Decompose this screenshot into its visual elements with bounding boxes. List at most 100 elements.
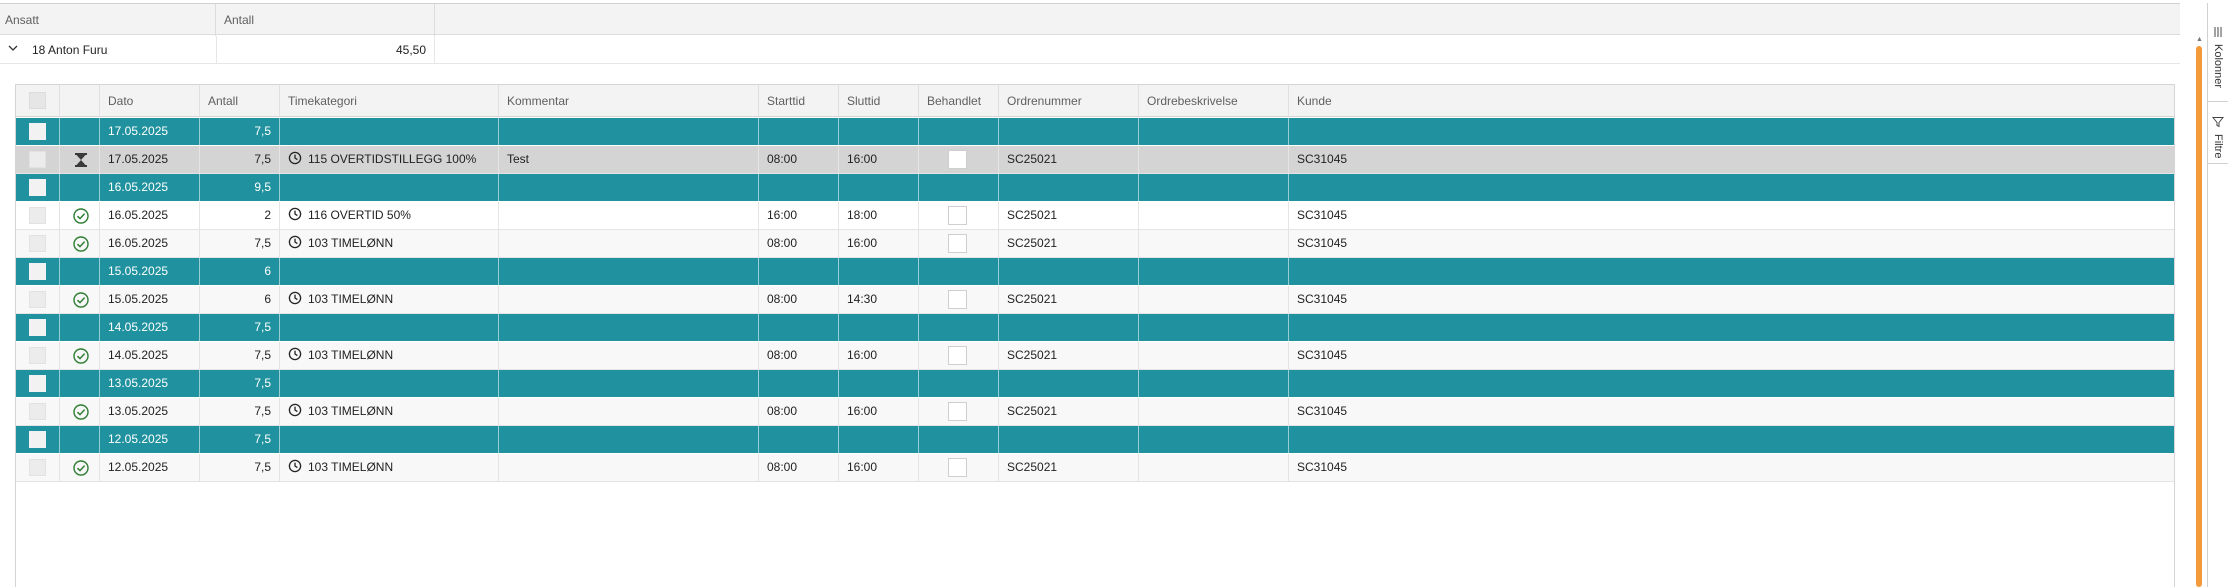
dato-cell: 12.05.2025 <box>100 426 200 453</box>
row-checkbox[interactable] <box>29 375 46 392</box>
timekategori-cell: 103 TIMELØNN <box>280 398 499 425</box>
dato-cell: 17.05.2025 <box>100 146 200 173</box>
dato-cell: 12.05.2025 <box>100 454 200 481</box>
column-header-antall[interactable]: Antall <box>200 85 280 117</box>
row-checkbox[interactable] <box>29 263 46 280</box>
row-select-cell[interactable] <box>16 146 60 173</box>
date-group-row[interactable]: 16.05.2025 9,5 <box>16 174 2174 202</box>
row-select-cell[interactable] <box>16 286 60 313</box>
row-checkbox[interactable] <box>29 431 46 448</box>
row-checkbox[interactable] <box>29 347 46 364</box>
table-row[interactable]: 15.05.2025 6 103 TIMELØNN 08:00 14:30 SC25021… <box>16 286 2174 314</box>
row-select-cell[interactable] <box>16 370 60 397</box>
date-group-row[interactable]: 17.05.2025 7,5 <box>16 118 2174 146</box>
table-row[interactable]: 16.05.2025 7,5 103 TIMELØNN 08:00 16:00 SC250… <box>16 230 2174 258</box>
behandlet-cell[interactable] <box>919 342 999 369</box>
table-row[interactable]: 17.05.2025 7,5 115 OVERTIDSTILLEGG 100% Tes… <box>16 146 2174 174</box>
date-group-row[interactable]: 15.05.2025 6 <box>16 258 2174 286</box>
column-header-behandlet[interactable]: Behandlet <box>919 85 999 117</box>
empty-cell <box>759 426 839 453</box>
behandlet-cell[interactable] <box>919 286 999 313</box>
row-checkbox[interactable] <box>29 151 46 168</box>
dato-cell: 13.05.2025 <box>100 398 200 425</box>
behandlet-checkbox[interactable] <box>948 346 967 365</box>
starttid-cell: 08:00 <box>759 146 839 173</box>
empty-cell <box>1139 370 1289 397</box>
behandlet-cell[interactable] <box>919 146 999 173</box>
row-select-cell[interactable] <box>16 230 60 257</box>
columns-panel-button[interactable]: Kolonner <box>2208 20 2228 102</box>
table-row[interactable]: 16.05.2025 2 116 OVERTID 50% 16:00 18:00 SC25… <box>16 202 2174 230</box>
dato-cell: 16.05.2025 <box>100 174 200 201</box>
column-header-sluttid[interactable]: Sluttid <box>839 85 919 117</box>
kommentar-cell <box>499 454 759 481</box>
row-select-cell[interactable] <box>16 174 60 201</box>
chevron-down-icon[interactable] <box>7 42 23 58</box>
starttid-cell: 08:00 <box>759 454 839 481</box>
vertical-scrollbar[interactable]: ▲ <box>2194 36 2205 587</box>
row-select-cell[interactable] <box>16 202 60 229</box>
date-group-row[interactable]: 13.05.2025 7,5 <box>16 370 2174 398</box>
empty-cell <box>759 314 839 341</box>
filter-panel-button[interactable]: Filtre <box>2208 102 2228 164</box>
row-select-cell[interactable] <box>16 258 60 285</box>
behandlet-cell[interactable] <box>919 398 999 425</box>
empty-cell <box>839 258 919 285</box>
behandlet-checkbox[interactable] <box>948 234 967 253</box>
empty-cell <box>759 370 839 397</box>
behandlet-checkbox[interactable] <box>948 402 967 421</box>
ordrenummer-cell: SC25021 <box>999 202 1139 229</box>
employee-group-row[interactable]: 18 Anton Furu 45,50 <box>0 36 2180 64</box>
row-select-cell[interactable] <box>16 342 60 369</box>
column-header-antall[interactable]: Antall <box>216 4 435 36</box>
status-cell <box>60 426 100 453</box>
select-all-checkbox[interactable] <box>29 92 46 109</box>
behandlet-cell[interactable] <box>919 230 999 257</box>
table-row[interactable]: 12.05.2025 7,5 103 TIMELØNN 08:00 16:00 SC250… <box>16 454 2174 482</box>
behandlet-cell[interactable] <box>919 454 999 481</box>
empty-cell <box>280 314 499 341</box>
column-header-starttid[interactable]: Starttid <box>759 85 839 117</box>
behandlet-cell[interactable] <box>919 202 999 229</box>
table-row[interactable]: 13.05.2025 7,5 103 TIMELØNN 08:00 16:00 SC250… <box>16 398 2174 426</box>
column-header-timekategori[interactable]: Timekategori <box>280 85 499 117</box>
status-cell <box>60 314 100 341</box>
empty-cell <box>280 426 499 453</box>
column-header-ordrenummer[interactable]: Ordrenummer <box>999 85 1139 117</box>
date-group-row[interactable]: 12.05.2025 7,5 <box>16 426 2174 454</box>
column-header-ordrebeskrivelse[interactable]: Ordrebeskrivelse <box>1139 85 1289 117</box>
row-checkbox[interactable] <box>29 235 46 252</box>
behandlet-checkbox[interactable] <box>948 458 967 477</box>
column-header-kommentar[interactable]: Kommentar <box>499 85 759 117</box>
dato-cell: 17.05.2025 <box>100 118 200 145</box>
select-all-cell[interactable] <box>16 85 60 117</box>
status-cell <box>60 370 100 397</box>
empty-cell <box>999 258 1139 285</box>
row-checkbox[interactable] <box>29 319 46 336</box>
column-header-dato[interactable]: Dato <box>100 85 200 117</box>
table-row[interactable]: 14.05.2025 7,5 103 TIMELØNN 08:00 16:00 SC250… <box>16 342 2174 370</box>
row-select-cell[interactable] <box>16 454 60 481</box>
behandlet-checkbox[interactable] <box>948 150 967 169</box>
antall-cell: 7,5 <box>200 230 280 257</box>
row-checkbox[interactable] <box>29 459 46 476</box>
behandlet-checkbox[interactable] <box>948 290 967 309</box>
row-select-cell[interactable] <box>16 118 60 145</box>
scrollbar-thumb[interactable] <box>2196 46 2202 587</box>
row-checkbox[interactable] <box>29 207 46 224</box>
behandlet-checkbox[interactable] <box>948 206 967 225</box>
ordrebeskrivelse-cell <box>1139 398 1289 425</box>
row-checkbox[interactable] <box>29 291 46 308</box>
column-header-ansatt[interactable]: Ansatt <box>0 4 216 36</box>
row-checkbox[interactable] <box>29 403 46 420</box>
antall-cell: 7,5 <box>200 426 280 453</box>
date-group-row[interactable]: 14.05.2025 7,5 <box>16 314 2174 342</box>
row-checkbox[interactable] <box>29 179 46 196</box>
row-select-cell[interactable] <box>16 314 60 341</box>
kommentar-cell: Test <box>499 146 759 173</box>
scroll-up-icon[interactable]: ▲ <box>2196 36 2203 43</box>
row-checkbox[interactable] <box>29 123 46 140</box>
row-select-cell[interactable] <box>16 398 60 425</box>
column-header-kunde[interactable]: Kunde <box>1297 94 1332 108</box>
row-select-cell[interactable] <box>16 426 60 453</box>
